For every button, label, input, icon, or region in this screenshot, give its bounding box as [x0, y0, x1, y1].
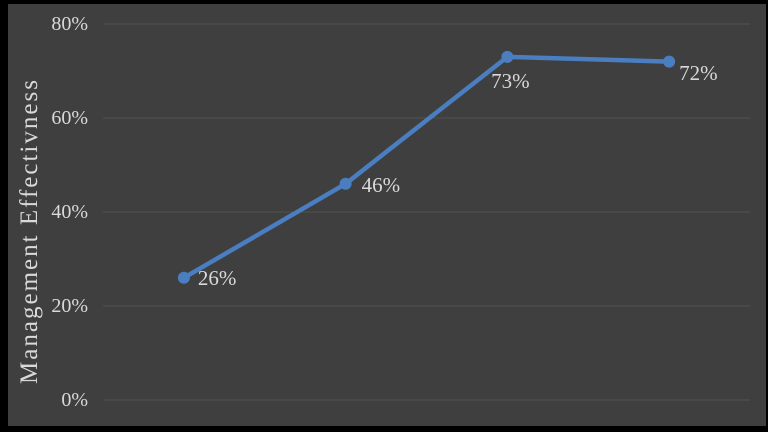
y-tick-label: 80%: [51, 13, 88, 35]
data-point-marker: [177, 271, 190, 284]
data-point-marker: [663, 55, 676, 68]
data-point-label: 46%: [361, 172, 401, 197]
y-tick-label: 60%: [51, 107, 88, 129]
y-tick-label: 20%: [51, 295, 88, 317]
y-tick-label: 40%: [51, 201, 88, 223]
data-point-label: 72%: [679, 60, 718, 85]
data-point-marker: [501, 50, 514, 63]
data-point-label: 26%: [197, 265, 237, 290]
chart-background: [8, 4, 766, 426]
data-line: [181, 54, 672, 281]
data-point-label: 73%: [491, 68, 530, 93]
data-point-marker: [339, 177, 352, 190]
y-tick-label: 0%: [61, 389, 88, 411]
